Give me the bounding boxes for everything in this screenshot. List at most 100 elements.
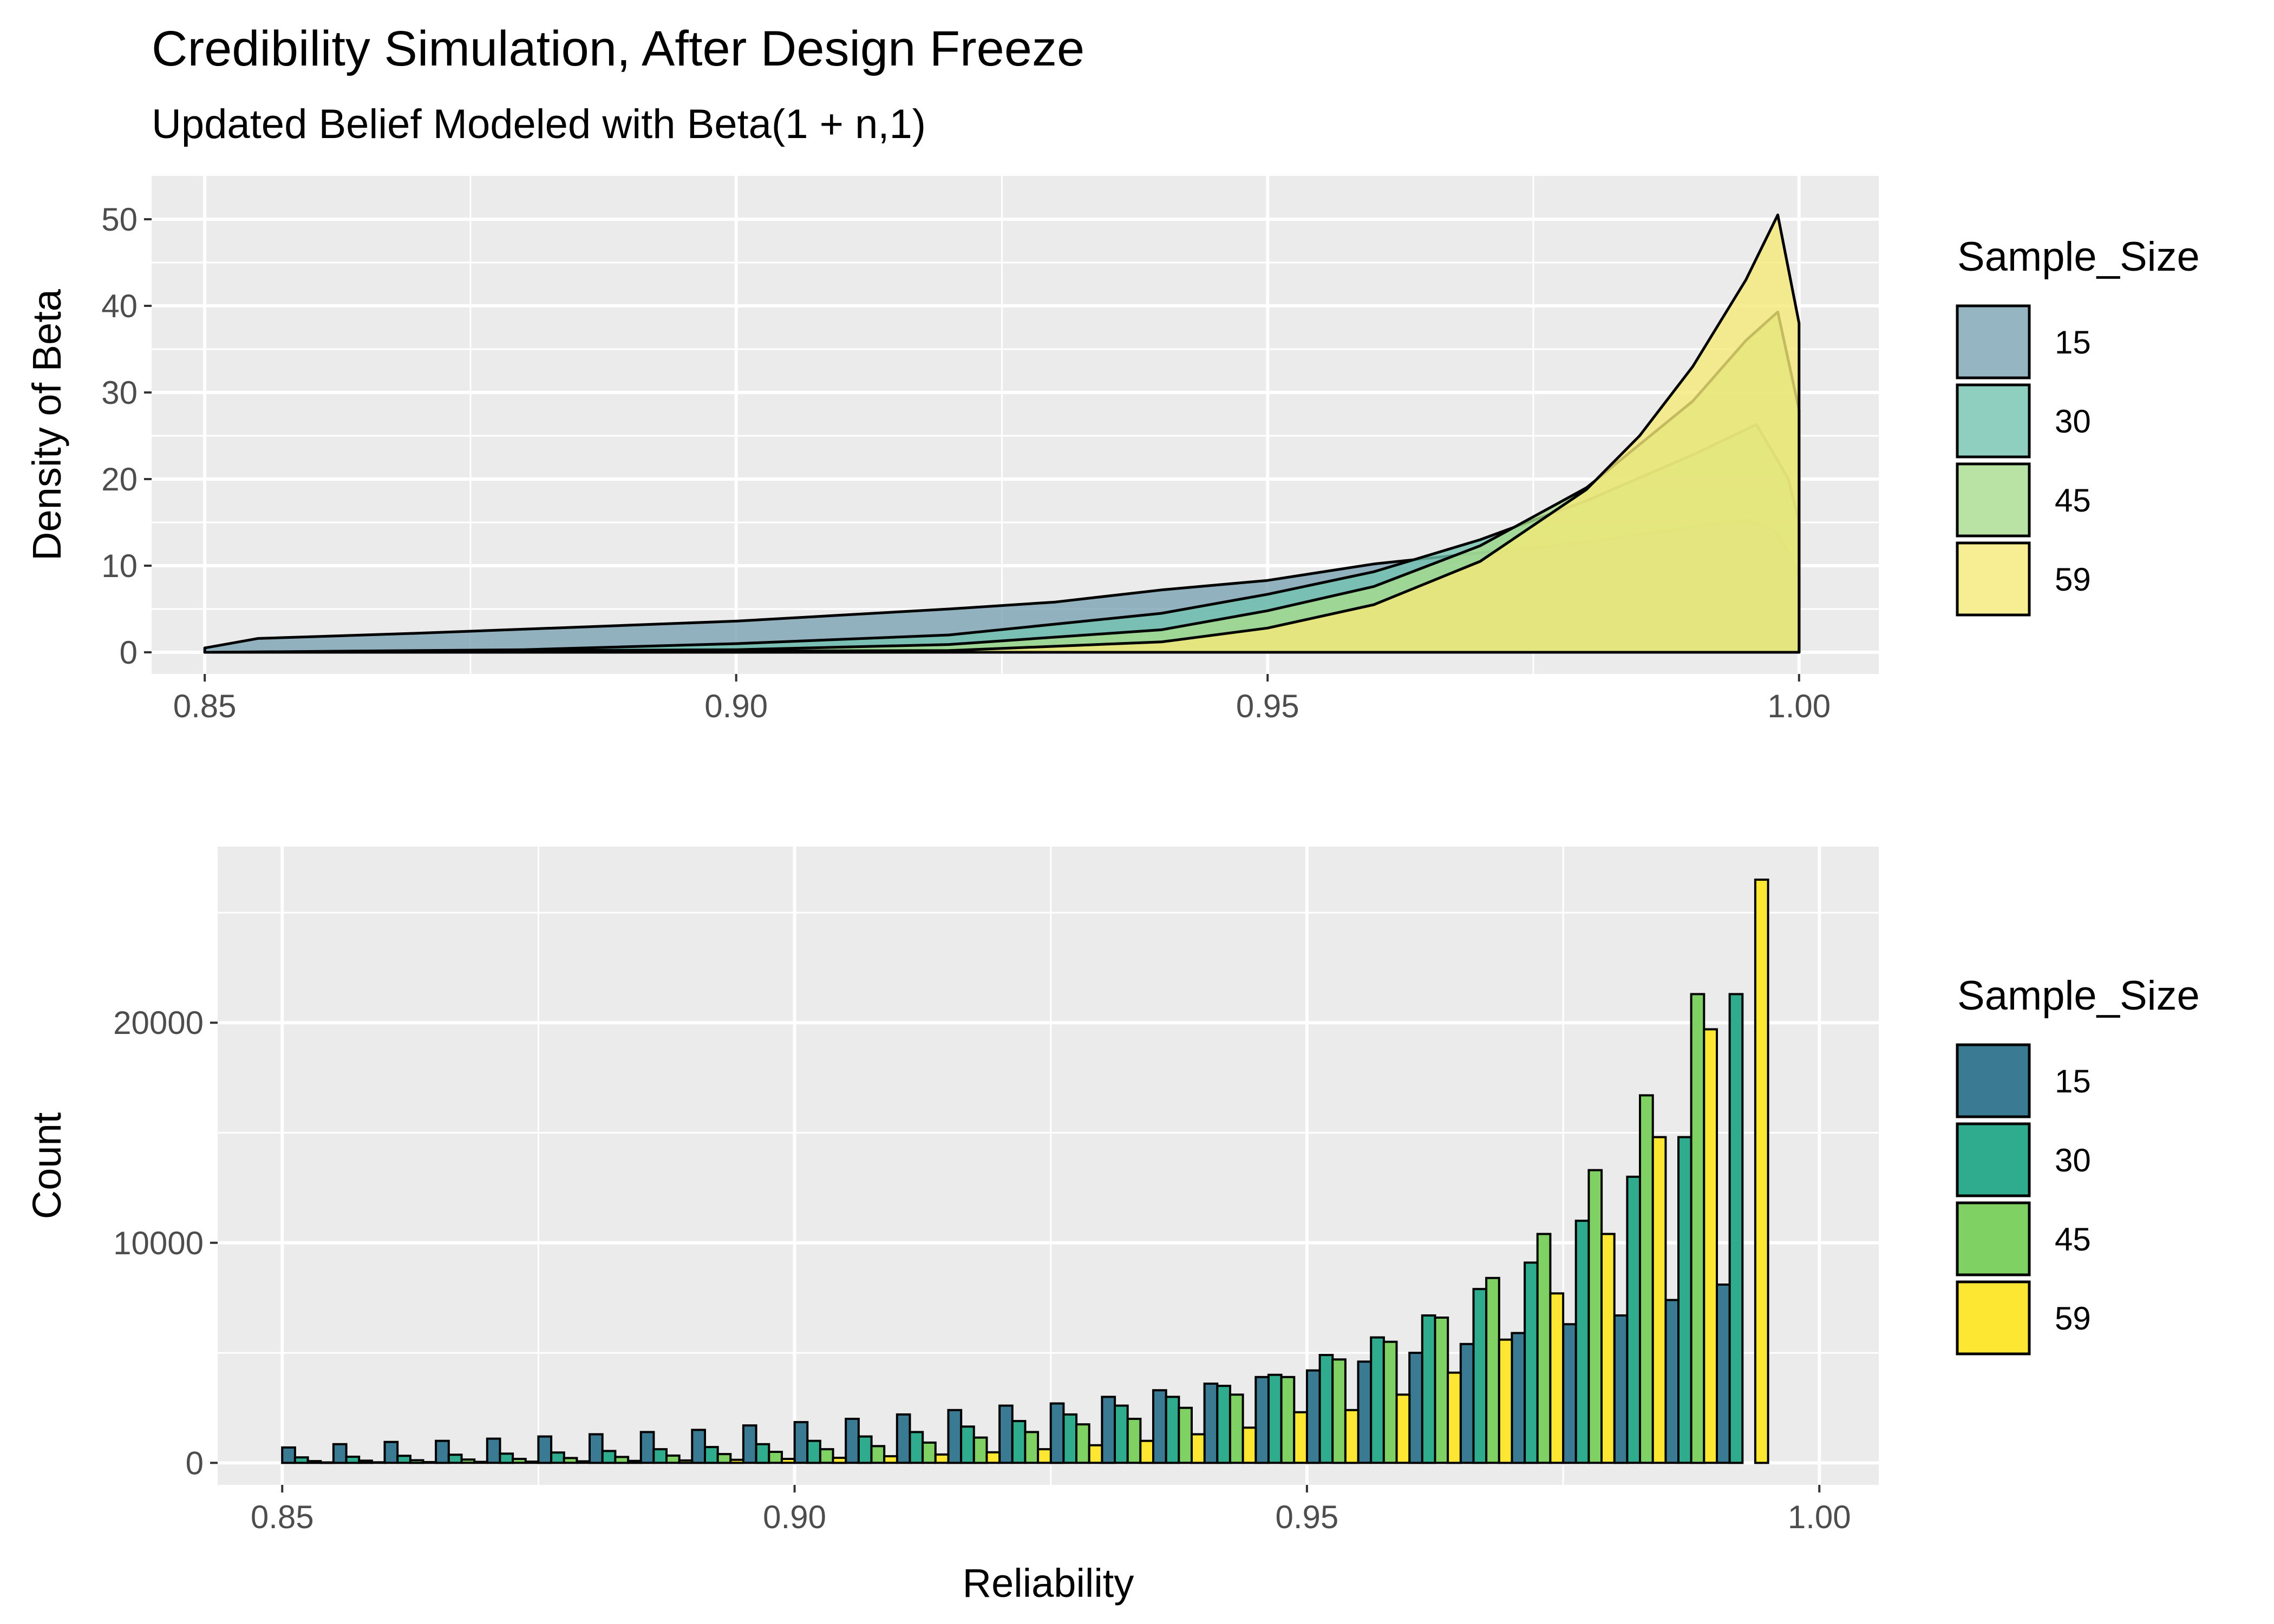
chart-subtitle: Updated Belief Modeled with Beta(1 + n,1… (152, 101, 926, 147)
histogram-bar-30 (601, 1450, 617, 1464)
histogram-bar-45 (563, 1457, 578, 1464)
density-y-tick-label: 50 (101, 201, 138, 238)
histogram-bar-30 (704, 1446, 719, 1464)
histogram-bar-45 (1536, 1233, 1552, 1464)
histogram-bar-15 (1203, 1383, 1219, 1464)
histogram-bar-45 (922, 1441, 937, 1464)
histogram-bar-15 (1049, 1402, 1065, 1464)
histogram-bar-59 (1344, 1409, 1360, 1464)
histogram-bar-30 (1370, 1336, 1385, 1464)
histogram-bar-30 (1011, 1420, 1027, 1464)
density-x-tick-label: 0.95 (1236, 688, 1299, 724)
density-chart: 0.85 0.90 0.95 1.00 0 10 20 30 40 50 Density of Be… (24, 176, 2200, 724)
histogram-bar-45 (409, 1459, 424, 1464)
histogram-bar-59 (1703, 1028, 1718, 1464)
density-y-axis-title: Density of Beta (24, 289, 69, 561)
histogram-bar-45 (1024, 1431, 1040, 1464)
histogram-legend-key-59 (1956, 1280, 2031, 1355)
density-y-tick-label: 20 (101, 461, 138, 497)
density-legend-key-30 (1956, 383, 2031, 459)
histogram-bar-30 (293, 1456, 309, 1464)
histogram-bar-59 (678, 1459, 694, 1464)
histogram-bar-45 (819, 1448, 834, 1464)
density-y-tick-label: 10 (101, 548, 138, 584)
histogram-bar-59 (1447, 1371, 1462, 1464)
histogram-bar-45 (1639, 1094, 1654, 1464)
histogram-y-axis-title: Count (24, 1112, 69, 1219)
histogram-bar-59 (524, 1461, 540, 1464)
histogram-bar-45 (1229, 1393, 1244, 1464)
histogram-bar-45 (1690, 993, 1706, 1464)
histogram-bar-59 (422, 1461, 437, 1464)
histogram-bar-15 (639, 1431, 655, 1464)
histogram-bar-45 (614, 1456, 630, 1464)
histogram-bar-30 (1626, 1175, 1642, 1464)
histogram-bar-45 (1485, 1276, 1500, 1464)
histogram-legend-label-59: 59 (2055, 1300, 2091, 1337)
histogram-y-tick-label: 10000 (113, 1225, 204, 1261)
histogram-bar-15 (589, 1433, 604, 1464)
histogram-bar-30 (499, 1452, 514, 1464)
histogram-bar-15 (947, 1409, 963, 1464)
histogram-bar-30 (806, 1439, 821, 1464)
histogram-legend-label-15: 15 (2055, 1063, 2091, 1099)
histogram-bar-30 (1165, 1396, 1180, 1464)
histogram-bar-15 (435, 1439, 450, 1464)
histogram-bar-45 (306, 1460, 322, 1464)
histogram-bar-59 (576, 1460, 591, 1464)
histogram-y-tick-label: 0 (186, 1445, 204, 1481)
histogram-bar-59 (1241, 1426, 1257, 1464)
histogram-bar-59 (1600, 1233, 1616, 1464)
histogram-bar-59 (1088, 1444, 1103, 1464)
histogram-legend-title: Sample_Size (1957, 973, 2200, 1019)
histogram-bar-45 (1126, 1418, 1142, 1464)
density-y-tick-label: 40 (101, 288, 138, 324)
histogram-bar-15 (1101, 1396, 1116, 1464)
histogram-bar-30 (1524, 1261, 1539, 1464)
histogram-bar-59 (1395, 1393, 1411, 1464)
histogram-bar-15 (1562, 1323, 1577, 1464)
histogram-bar-45 (1382, 1340, 1398, 1464)
histogram-legend-label-45: 45 (2055, 1221, 2091, 1258)
histogram-bar-59 (780, 1458, 796, 1464)
histogram-bar-59 (883, 1455, 898, 1464)
histogram-bar-30 (1062, 1413, 1078, 1464)
histogram-x-tick-label: 0.95 (1276, 1499, 1339, 1535)
density-legend-label-59: 59 (2055, 561, 2091, 598)
density-x-tick-label: 0.90 (704, 688, 768, 724)
density-legend-label-15: 15 (2055, 324, 2091, 361)
histogram-bar-15 (1511, 1332, 1526, 1464)
histogram-bar-59 (729, 1458, 745, 1464)
histogram-y-tick-label: 20000 (113, 1005, 204, 1041)
histogram-bar-45 (1331, 1358, 1347, 1464)
histogram-bar-59 (832, 1457, 847, 1464)
histogram-bar-45 (1280, 1376, 1296, 1464)
histogram-bar-15 (1254, 1376, 1270, 1464)
histogram-bar-45 (1587, 1169, 1603, 1464)
density-legend-label-45: 45 (2055, 482, 2091, 519)
histogram-bar-59 (1293, 1411, 1308, 1464)
histogram-bar-15 (1357, 1360, 1373, 1464)
histogram-bar-30 (960, 1425, 975, 1464)
histogram-bar-30 (1114, 1404, 1129, 1464)
histogram-bar-59 (370, 1461, 386, 1464)
histogram-bar-45 (1178, 1406, 1193, 1464)
histogram-bar-59 (473, 1461, 488, 1464)
density-legend-key-15 (1956, 304, 2031, 379)
histogram-bar-45 (512, 1458, 527, 1464)
histogram-bar-30 (1421, 1314, 1436, 1464)
histogram-bar-15 (793, 1421, 809, 1464)
histogram-bar-15 (1716, 1284, 1731, 1464)
histogram-bar-59 (1651, 1136, 1667, 1464)
histogram-bar-45 (870, 1445, 886, 1464)
histogram-bar-59 (1191, 1433, 1206, 1464)
histogram-bar-15 (1152, 1389, 1167, 1464)
histogram-bar-30 (396, 1455, 411, 1464)
density-x-tick-label: 0.85 (173, 688, 237, 724)
histogram-bar-45 (972, 1436, 988, 1464)
density-x-tick-label: 1.00 (1767, 688, 1831, 724)
histogram-bar-15 (383, 1440, 399, 1464)
histogram-bar-59 (1754, 879, 1769, 1464)
histogram-bar-15 (332, 1443, 348, 1464)
histogram-bar-59 (1498, 1338, 1513, 1464)
